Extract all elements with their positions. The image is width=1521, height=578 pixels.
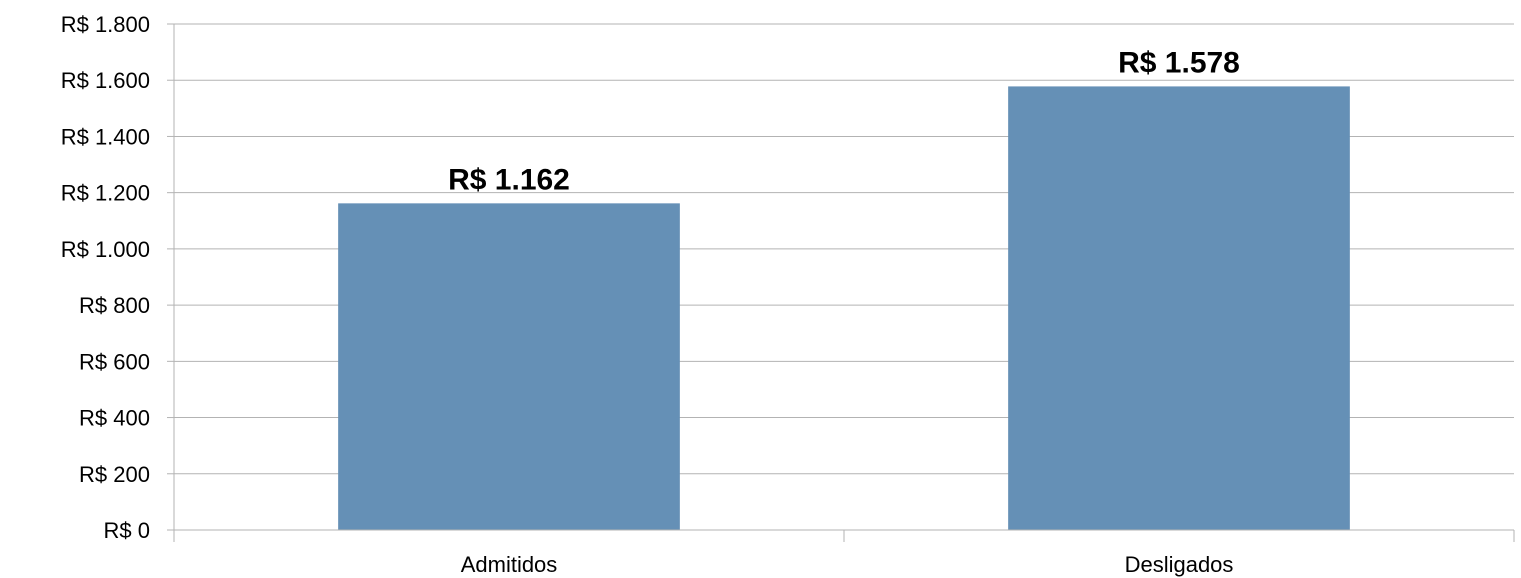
y-tick-label: R$ 0 — [104, 518, 150, 543]
y-tick-label: R$ 800 — [79, 293, 150, 318]
bar-admitidos — [338, 203, 680, 531]
data-label: R$ 1.578 — [1118, 46, 1240, 79]
y-tick-label: R$ 1.400 — [61, 124, 150, 149]
y-tick-label: R$ 1.200 — [61, 181, 150, 206]
axes — [167, 23, 1515, 542]
bars — [338, 86, 1350, 531]
labels: R$ 0 R$ 200 R$ 400 R$ 600 R$ 800 R$ 1.000 R$ 1… — [61, 12, 1240, 577]
y-tick-label: R$ 1.800 — [61, 12, 150, 37]
y-tick-label: R$ 200 — [79, 462, 150, 487]
y-tick-label: R$ 400 — [79, 406, 150, 431]
y-tick-label: R$ 600 — [79, 349, 150, 374]
bar-desligados — [1008, 86, 1350, 530]
y-tick-label: R$ 1.600 — [61, 68, 150, 93]
data-label: R$ 1.162 — [448, 163, 570, 196]
x-category-label: Admitidos — [461, 552, 558, 577]
x-category-label: Desligados — [1125, 552, 1234, 577]
y-tick-label: R$ 1.000 — [61, 237, 150, 262]
